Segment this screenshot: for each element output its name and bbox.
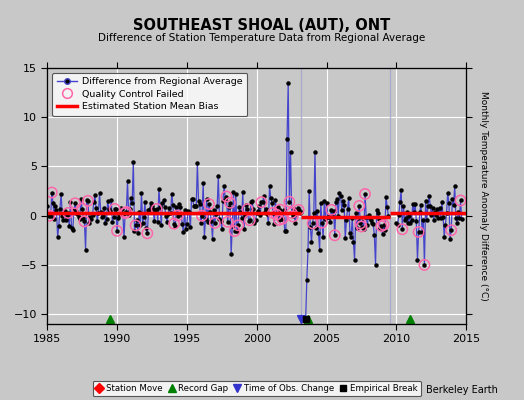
Point (143, 230, 151, 236)
Point (309, 220, 317, 226)
Point (361, 191, 369, 197)
Point (414, 229, 423, 235)
Point (420, 262, 429, 268)
Point (357, 223, 366, 230)
Point (170, 220, 178, 227)
Point (84, 198, 92, 204)
Point (447, 227, 455, 234)
Point (226, 200, 234, 206)
Point (64, 210, 72, 216)
Point (294, 207, 303, 213)
Point (327, 207, 335, 213)
Text: Difference of Station Temperature Data from Regional Average: Difference of Station Temperature Data f… (99, 33, 425, 43)
Point (288, 210, 296, 216)
Point (152, 206, 161, 212)
Point (257, 199, 266, 205)
Point (331, 232, 339, 238)
Point (275, 217, 283, 223)
Point (246, 217, 254, 224)
Point (318, 220, 326, 226)
Point (278, 216, 287, 222)
Point (111, 206, 119, 212)
Point (377, 223, 386, 229)
Point (222, 193, 231, 200)
Point (80, 218, 89, 225)
Point (45, 212, 53, 219)
Point (78, 205, 86, 212)
Point (173, 212, 182, 219)
Point (285, 198, 293, 205)
Legend: Station Move, Record Gap, Time of Obs. Change, Empirical Break: Station Move, Record Gap, Time of Obs. C… (93, 381, 421, 396)
Point (48, 189, 56, 196)
Point (211, 220, 219, 226)
Y-axis label: Monthly Temperature Anomaly Difference (°C): Monthly Temperature Anomaly Difference (… (479, 91, 488, 301)
Point (289, 213, 297, 220)
Text: SOUTHEAST SHOAL (AUT), ONT: SOUTHEAST SHOAL (AUT), ONT (134, 18, 390, 33)
Point (122, 209, 130, 215)
Point (269, 210, 277, 216)
Point (379, 222, 388, 228)
Point (113, 228, 121, 234)
Text: Berkeley Earth: Berkeley Earth (426, 385, 498, 395)
Point (231, 228, 239, 234)
Point (456, 197, 465, 204)
Point (223, 218, 232, 225)
Point (243, 206, 252, 212)
Point (198, 212, 206, 219)
Point (272, 212, 281, 218)
Point (121, 210, 129, 216)
Point (398, 226, 407, 232)
Point (356, 220, 365, 227)
Point (205, 201, 213, 207)
Point (132, 222, 140, 229)
Point (234, 222, 242, 228)
Point (71, 200, 79, 206)
Point (276, 206, 284, 213)
Point (355, 203, 364, 209)
